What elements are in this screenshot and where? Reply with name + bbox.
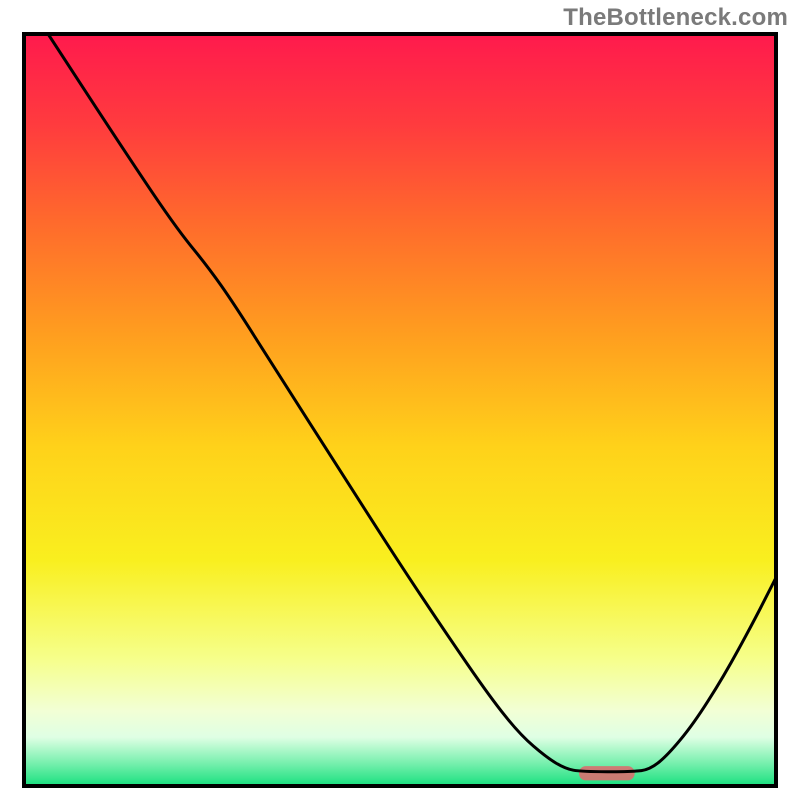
optimal-range-marker: [579, 766, 635, 780]
chart-container: TheBottleneck.com: [0, 0, 800, 800]
gradient-background: [24, 34, 776, 786]
bottleneck-curve-chart: [0, 0, 800, 800]
